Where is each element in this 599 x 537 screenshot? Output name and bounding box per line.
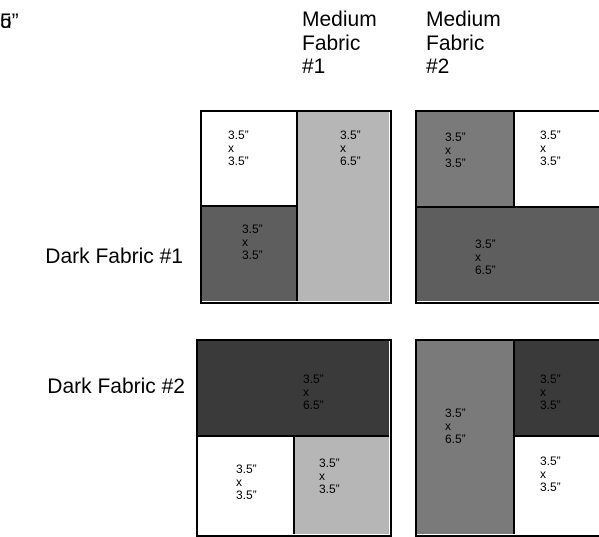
- quilt-block-3: 3.5” x 6.5” 3.5” x 3.5” 3.5” x 3.5”: [196, 339, 392, 537]
- piece-size-label: 3.5” x 3.5”: [236, 462, 257, 502]
- fabric-piece: 3.5” x 3.5”: [202, 112, 298, 207]
- piece-size-label: 3.5” x 3.5”: [540, 454, 561, 494]
- quilt-block-4: 3.5” x 6.5” 3.5” x 3.5” 3.5” x 3.5”: [415, 339, 599, 537]
- fabric-piece: 3.5” x 6.5”: [198, 341, 389, 437]
- cropped-heading-fragment: u: [0, 0, 12, 33]
- piece-size-label: 3.5” x 6.5”: [340, 128, 361, 168]
- fabric-piece: 3.5” x 3.5”: [295, 437, 389, 534]
- piece-size-label: 3.5” x 3.5”: [540, 128, 561, 168]
- cropped-heading-size: 5”: [0, 10, 19, 33]
- piece-size-label: 3.5” x 3.5”: [445, 130, 466, 170]
- quilt-block-1: 3.5” x 3.5” 3.5” x 6.5” 3.5” x 3.5”: [200, 110, 392, 304]
- row-label-dark-fabric-2: Dark Fabric #2: [47, 375, 185, 398]
- fabric-piece: 3.5” x 6.5”: [417, 341, 515, 534]
- fabric-piece: 3.5” x 3.5”: [417, 112, 515, 208]
- header-medium-fabric-2: Medium Fabric #2: [426, 8, 501, 78]
- piece-size-label: 3.5” x 3.5”: [242, 222, 263, 262]
- piece-size-label: 3.5” x 3.5”: [319, 456, 340, 496]
- fabric-piece: 3.5” x 3.5”: [198, 437, 295, 534]
- fabric-piece: 3.5” x 6.5”: [417, 208, 599, 301]
- piece-size-label: 3.5” x 6.5”: [445, 406, 466, 446]
- cropped-heading-line1: u: [0, 9, 12, 33]
- fabric-piece: 3.5” x 3.5”: [515, 112, 599, 208]
- piece-size-label: 3.5” x 6.5”: [303, 372, 324, 412]
- fabric-piece: 3.5” x 3.5”: [515, 341, 599, 437]
- fabric-piece: 3.5” x 6.5”: [298, 112, 389, 301]
- fabric-piece: 3.5” x 3.5”: [202, 207, 298, 301]
- header-medium-fabric-1: Medium Fabric #1: [302, 8, 377, 78]
- fabric-piece: 3.5” x 3.5”: [515, 437, 599, 534]
- piece-size-label: 3.5” x 3.5”: [228, 128, 249, 168]
- piece-size-label: 3.5” x 6.5”: [475, 237, 496, 277]
- row-label-dark-fabric-1: Dark Fabric #1: [45, 245, 183, 268]
- piece-size-label: 3.5” x 3.5”: [540, 372, 561, 412]
- quilt-block-2: 3.5” x 3.5” 3.5” x 3.5” 3.5” x 6.5”: [415, 110, 599, 304]
